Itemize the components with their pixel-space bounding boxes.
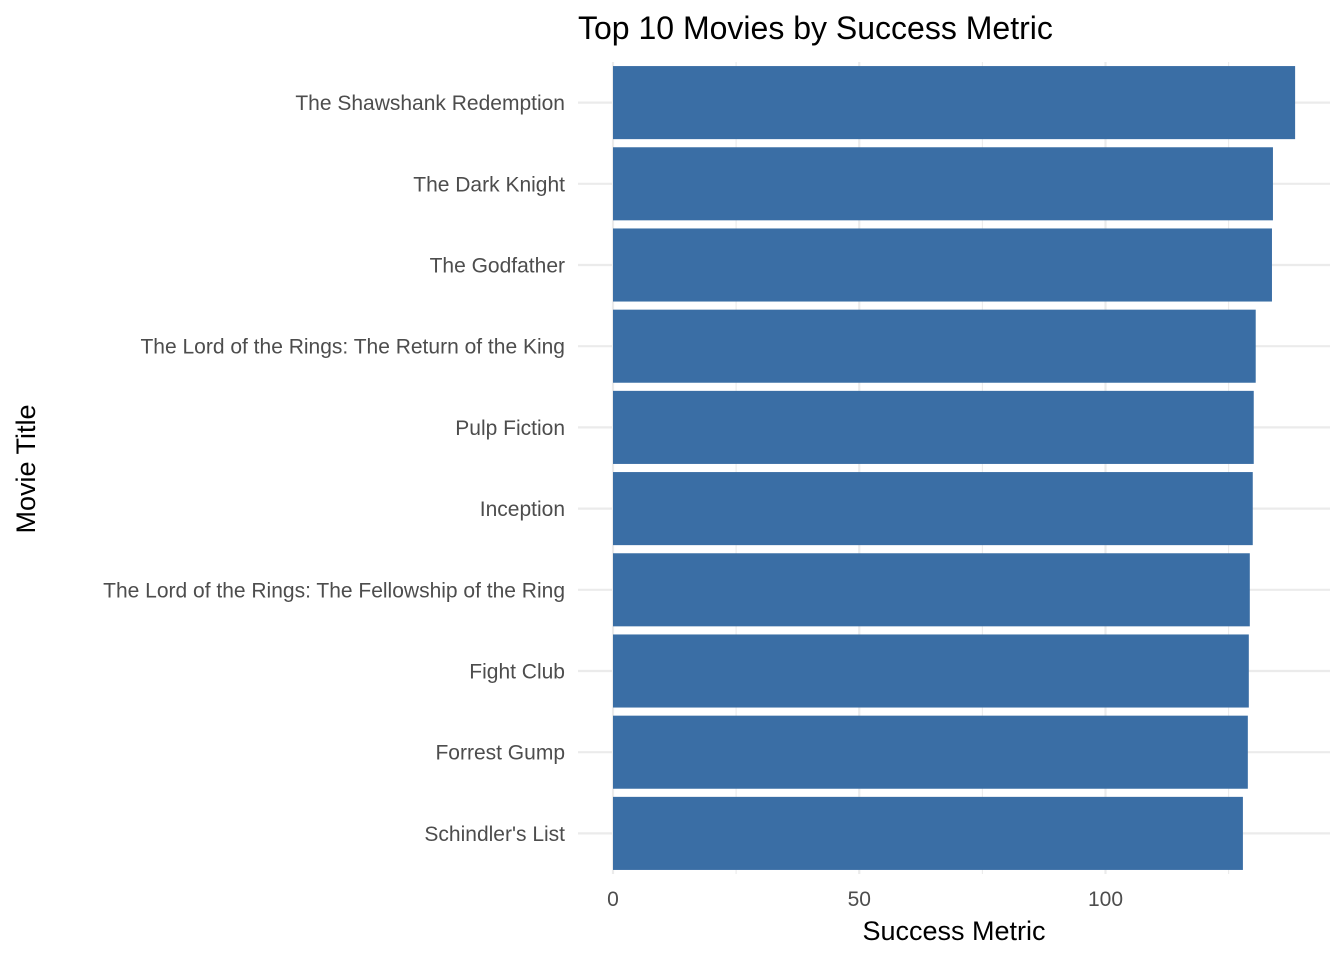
y-tick-labels: The Shawshank Redemption The Dark Knight T… xyxy=(103,92,565,846)
bar xyxy=(613,147,1273,221)
bar xyxy=(613,472,1253,546)
y-tick-label: Inception xyxy=(480,498,565,521)
bar xyxy=(613,796,1243,870)
x-tick-label: 50 xyxy=(848,888,871,911)
y-tick-label: The Lord of the Rings: The Return of the… xyxy=(140,336,565,359)
y-tick-label: Schindler's List xyxy=(424,823,565,846)
y-tick-label: Pulp Fiction xyxy=(455,417,565,440)
y-tick-label: Forrest Gump xyxy=(435,742,565,765)
y-tick-label: The Shawshank Redemption xyxy=(295,92,565,115)
x-tick-label: 100 xyxy=(1088,888,1123,911)
y-tick-label: The Godfather xyxy=(430,255,565,278)
y-tick-label: The Dark Knight xyxy=(413,173,565,196)
bar xyxy=(613,634,1249,708)
x-tick-labels: 0 50 100 xyxy=(607,888,1123,911)
bar xyxy=(613,66,1296,140)
bar xyxy=(613,309,1256,383)
bar xyxy=(613,553,1250,627)
y-tick-label: The Lord of the Rings: The Fellowship of… xyxy=(103,579,565,602)
bars xyxy=(613,66,1296,870)
bar xyxy=(613,390,1254,464)
bar xyxy=(613,715,1248,789)
x-axis-title: Success Metric xyxy=(862,916,1045,946)
x-tick-label: 0 xyxy=(607,888,619,911)
chart-title: Top 10 Movies by Success Metric xyxy=(578,10,1053,46)
bar xyxy=(613,228,1272,302)
y-tick-label: Fight Club xyxy=(469,661,565,684)
y-axis-title: Movie Title xyxy=(11,404,41,533)
